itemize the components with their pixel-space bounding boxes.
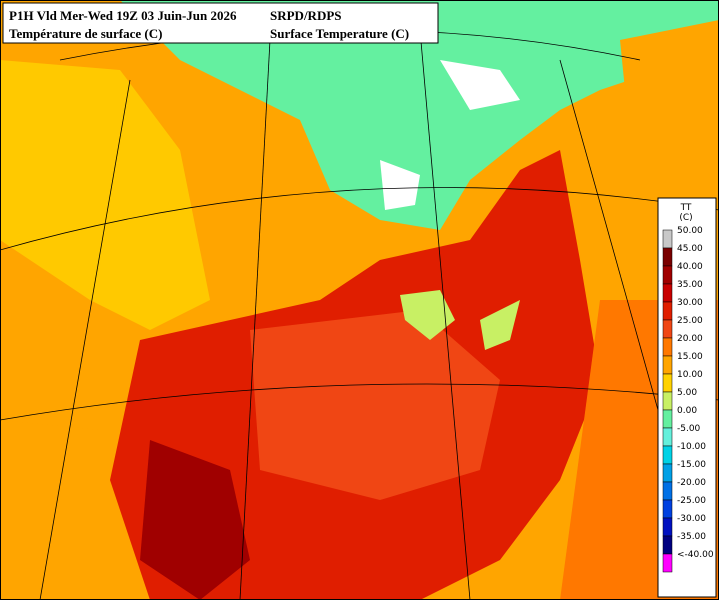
legend-label: 40.00: [677, 262, 703, 272]
legend-label: 35.00: [677, 280, 703, 290]
southwest-hot: [140, 440, 250, 600]
header-text: Température de surface (C): [9, 26, 162, 41]
legend-label: -30.00: [677, 514, 706, 524]
legend-label: 25.00: [677, 316, 703, 326]
legend-swatch: [662, 427, 673, 447]
legend-swatch: [662, 463, 673, 483]
legend-label: 45.00: [677, 244, 703, 254]
legend-label: 0.00: [677, 406, 697, 416]
legend-swatch: [662, 409, 673, 429]
legend-label: 5.00: [677, 388, 697, 398]
legend-swatch: [662, 445, 673, 465]
legend-label: <-40.00: [677, 550, 714, 560]
header-box: [2, 2, 439, 44]
legend-swatch: [662, 247, 673, 267]
legend-swatch: [662, 391, 673, 411]
ice-patch: [440, 60, 520, 110]
header-text: SRPD/RDPS: [270, 8, 342, 23]
arctic-region: [120, 0, 719, 230]
legend-swatch: [662, 553, 673, 573]
legend-swatch: [662, 337, 673, 357]
legend-label: 50.00: [677, 226, 703, 236]
legend-swatch: [662, 355, 673, 375]
legend-label: 30.00: [677, 298, 703, 308]
legend-label: -20.00: [677, 478, 706, 488]
legend: 50.00 45.00 40.00 35.00 30.00 25.00 20.00 15.00…: [662, 226, 714, 573]
legend-label: -10.00: [677, 442, 706, 452]
legend-swatch: [662, 301, 673, 321]
east-warm: [620, 20, 719, 200]
legend-label: 20.00: [677, 334, 703, 344]
legend-swatch: [662, 265, 673, 285]
legend-label: -35.00: [677, 532, 706, 542]
legend-label: -25.00: [677, 496, 706, 506]
pacific: [0, 420, 120, 600]
legend-swatch: [662, 499, 673, 519]
legend-title: TT: [680, 203, 692, 213]
legend-swatch: [662, 535, 673, 555]
great-lakes: [400, 290, 455, 340]
legend-swatch: [662, 481, 673, 501]
legend-label: 15.00: [677, 352, 703, 362]
great-lakes: [480, 300, 520, 350]
legend-label: 10.00: [677, 370, 703, 380]
legend-swatch: [662, 373, 673, 393]
header-text: P1H Vld Mer-Wed 19Z 03 Juin-Jun 2026: [9, 8, 237, 23]
legend-label: -15.00: [677, 460, 706, 470]
hudson-ice: [380, 160, 420, 210]
legend-swatch: [662, 517, 673, 537]
legend-unit: (C): [679, 213, 692, 223]
header-text: Surface Temperature (C): [270, 26, 409, 41]
legend-swatch: [662, 283, 673, 303]
legend-swatch: [662, 319, 673, 339]
legend-swatch: [662, 229, 673, 249]
legend-label: -5.00: [677, 424, 701, 434]
west-cool: [0, 60, 210, 330]
central-warm: [250, 310, 500, 500]
